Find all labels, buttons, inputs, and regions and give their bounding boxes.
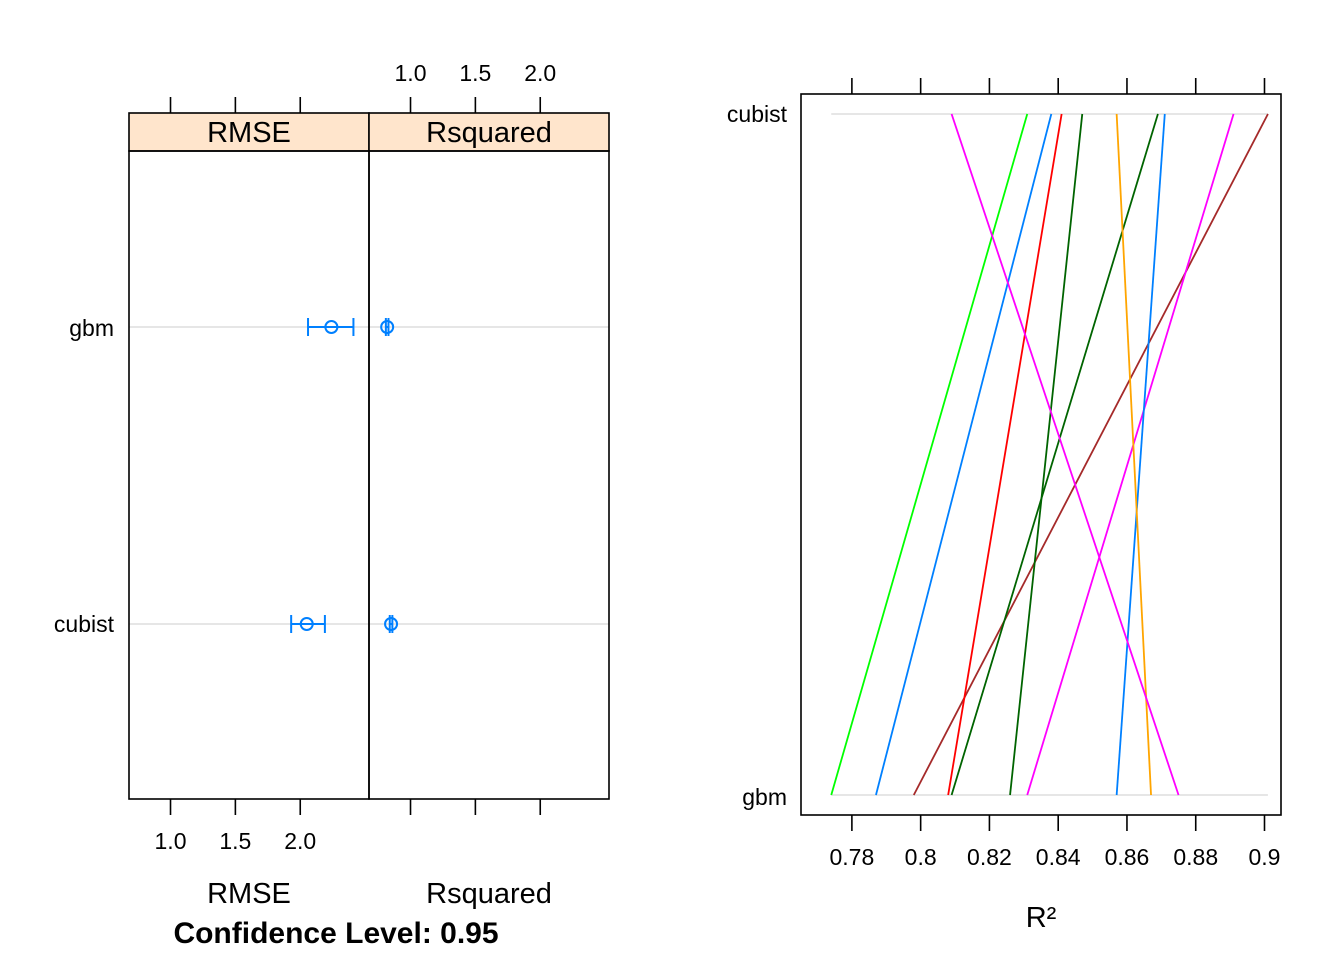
ci-bottom-axis: 1.0 1.5 2.0 xyxy=(155,799,542,854)
strip-label-rsquared: Rsquared xyxy=(426,117,552,149)
pc-tick-label: 0.9 xyxy=(1249,844,1281,870)
pc-tick-label: 0.78 xyxy=(830,844,875,870)
pc-series-line xyxy=(950,113,1159,796)
pc-series-line xyxy=(1026,113,1235,796)
ci-marks xyxy=(290,318,399,633)
pc-panel xyxy=(800,93,1282,816)
ci-point-rmse-gbm xyxy=(324,320,339,334)
bottom-label-rsquared: Rsquared xyxy=(426,878,552,910)
pc-tick-label: 0.86 xyxy=(1105,844,1150,870)
pc-series-line xyxy=(1009,113,1084,796)
ci-dotplot: RMSE Rsquared gbm cubist 1.0 1.5 2.0 1.0 1.… xyxy=(54,60,610,950)
top-tick-label: 2.0 xyxy=(524,60,556,86)
ci-point-rsquared-gbm xyxy=(380,320,395,334)
pc-series-lines xyxy=(830,113,1269,796)
pc-tick-label: 0.84 xyxy=(1036,844,1081,870)
top-tick-label: 1.0 xyxy=(395,60,427,86)
ci-strips: RMSE Rsquared xyxy=(128,112,610,152)
pc-series-line xyxy=(950,113,1180,796)
ci-top-axis: 1.0 1.5 2.0 xyxy=(169,60,556,113)
pc-tick-label: 0.88 xyxy=(1173,844,1218,870)
row-label-cubist: cubist xyxy=(54,611,115,637)
ci-panel-rsquared xyxy=(368,150,610,800)
bottom-label-rmse: RMSE xyxy=(207,878,291,910)
bottom-tick-label: 2.0 xyxy=(284,828,316,854)
parallel-plot: cubist gbm 0.78 0.8 0.82 0.84 0.86 0.88 0.9 R² xyxy=(727,78,1282,934)
confidence-level-caption: Confidence Level: 0.95 xyxy=(173,917,498,950)
pc-axis-label-gbm: gbm xyxy=(742,784,787,810)
pc-reference-lines xyxy=(831,113,1268,796)
pc-series-line xyxy=(1115,113,1166,796)
pc-tick-label: 0.82 xyxy=(967,844,1012,870)
bottom-tick-label: 1.0 xyxy=(155,828,187,854)
pc-series-line xyxy=(947,113,1063,796)
pc-tick-label: 0.8 xyxy=(905,844,937,870)
row-label-gbm: gbm xyxy=(69,315,114,341)
ci-point-rmse-cubist xyxy=(299,617,314,631)
ci-y-axis: gbm cubist xyxy=(54,315,115,637)
pc-series-line xyxy=(1115,113,1152,796)
top-tick-label: 1.5 xyxy=(459,60,491,86)
ci-panel-rmse xyxy=(128,150,370,800)
pc-series-line xyxy=(830,113,1029,796)
pc-x-axis-title: R² xyxy=(1026,902,1057,934)
bottom-tick-label: 1.5 xyxy=(219,828,251,854)
pc-series-line xyxy=(875,113,1053,796)
strip-label-rmse: RMSE xyxy=(207,117,291,149)
pc-axis-label-cubist: cubist xyxy=(727,101,788,127)
pc-series-line xyxy=(912,113,1269,796)
pc-x-axis: 0.78 0.8 0.82 0.84 0.86 0.88 0.9 xyxy=(830,78,1281,870)
strip-rsquared xyxy=(368,112,610,152)
ci-point-rsquared-cubist xyxy=(384,617,399,631)
